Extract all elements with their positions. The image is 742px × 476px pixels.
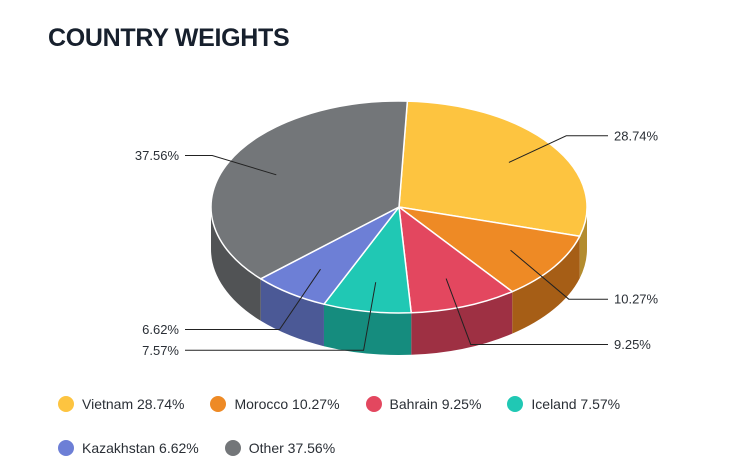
legend-swatch: [58, 396, 74, 412]
leader-line-other: [185, 155, 277, 176]
data-label-kazakhstan: 6.62%: [142, 322, 179, 337]
pie-chart: 28.74% 10.27% 9.25% 7.57% 6.62% 37.56%: [135, 100, 659, 358]
leader-line-vietnam: [508, 135, 608, 163]
pie-side-vietnam: [579, 207, 587, 279]
data-label-bahrain: 9.25%: [614, 337, 651, 352]
legend-label: Kazakhstan 6.62%: [82, 440, 199, 456]
legend-label: Bahrain 9.25%: [389, 396, 482, 412]
legend-item-bahrain[interactable]: Bahrain 9.25%: [365, 394, 482, 414]
pie-slice-bahrain[interactable]: [398, 206, 513, 314]
chart-title: COUNTRY WEIGHTS: [48, 24, 290, 52]
legend-swatch: [365, 396, 382, 412]
legend-item-morocco[interactable]: Morocco 10.27%: [210, 394, 340, 414]
legend-item-iceland[interactable]: Iceland 7.57%: [507, 394, 620, 414]
legend-item-vietnam[interactable]: Vietnam 28.74%: [58, 394, 184, 414]
data-label-morocco: 10.27%: [614, 292, 659, 307]
legend-label: Vietnam 28.74%: [82, 396, 185, 412]
legend-item-other[interactable]: Other 37.56%: [224, 438, 336, 458]
pie-side-morocco: [512, 236, 580, 334]
data-label-vietnam: 28.74%: [614, 128, 659, 143]
legend-swatch: [210, 396, 227, 412]
legend-item-kazakhstan[interactable]: Kazakhstan 6.62%: [58, 438, 199, 458]
leader-line-bahrain: [445, 278, 608, 345]
legend-swatch: [224, 440, 241, 456]
pie-side-bahrain: [411, 291, 513, 355]
data-label-iceland: 7.57%: [142, 343, 179, 358]
leader-line-iceland: [185, 282, 377, 351]
leader-line-kazakhstan: [185, 268, 321, 330]
pie-labels: 28.74% 10.27% 9.25% 7.57% 6.62% 37.56%: [135, 128, 659, 358]
legend-swatch: [58, 440, 74, 456]
pie-slice-vietnam[interactable]: [398, 100, 588, 237]
leader-line-morocco: [510, 249, 608, 300]
legend-label: Morocco 10.27%: [234, 396, 340, 412]
pie-side-other: [211, 207, 261, 321]
pie-sides: [211, 207, 587, 355]
pie-slice-other[interactable]: [210, 100, 409, 280]
pie-tops: [210, 100, 588, 314]
legend-swatch: [507, 396, 524, 412]
legend-label: Iceland 7.57%: [531, 396, 621, 412]
chart-legend: Vietnam 28.74% Morocco 10.27% Bahrain 9.25…: [58, 394, 698, 458]
data-label-other: 37.56%: [135, 148, 180, 163]
legend-label: Other 37.56%: [248, 440, 336, 456]
